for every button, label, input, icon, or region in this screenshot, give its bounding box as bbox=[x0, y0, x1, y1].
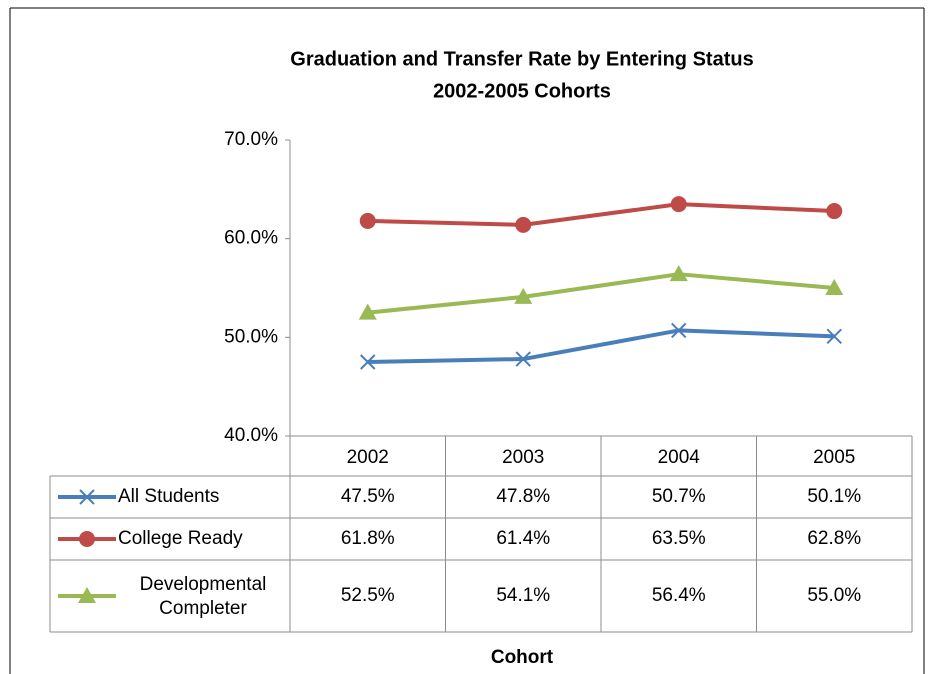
series-line bbox=[367, 328, 835, 364]
data-label: 63.5% bbox=[652, 528, 706, 549]
marker bbox=[79, 489, 95, 505]
marker bbox=[826, 203, 843, 220]
legend-label: Developmental Completer bbox=[116, 562, 290, 632]
marker bbox=[515, 351, 531, 367]
data-label: 52.5% bbox=[341, 585, 395, 606]
data-label: 50.1% bbox=[807, 486, 861, 507]
x-tick-label: 2003 bbox=[502, 447, 544, 468]
marker bbox=[670, 196, 687, 213]
data-label: 47.5% bbox=[341, 486, 395, 507]
marker bbox=[360, 354, 376, 370]
chart-title: Graduation and Transfer Rate by Entering… bbox=[290, 48, 753, 70]
marker bbox=[79, 531, 95, 547]
x-tick-label: 2004 bbox=[658, 447, 701, 468]
marker bbox=[671, 322, 687, 339]
legend-label: All Students bbox=[118, 486, 219, 507]
marker bbox=[358, 303, 377, 320]
legend-label-box: Developmental Completer bbox=[116, 562, 290, 632]
data-label: 55.0% bbox=[807, 585, 861, 606]
x-tick-label: 2002 bbox=[347, 447, 389, 468]
marker bbox=[826, 328, 842, 345]
marker bbox=[515, 216, 532, 233]
data-label: 56.4% bbox=[652, 585, 706, 606]
data-label: 50.7% bbox=[652, 486, 706, 507]
x-tick-label: 2005 bbox=[813, 447, 855, 468]
y-tick-label: 60.0% bbox=[224, 228, 278, 249]
series-line bbox=[367, 272, 835, 315]
chart-subtitle: 2002-2005 Cohorts bbox=[433, 80, 611, 102]
marker bbox=[78, 587, 96, 603]
data-label: 54.1% bbox=[496, 585, 550, 606]
data-label: 61.4% bbox=[496, 528, 550, 549]
series-line bbox=[367, 202, 835, 227]
y-tick-label: 70.0% bbox=[224, 129, 278, 150]
marker bbox=[359, 212, 376, 229]
data-label: 62.8% bbox=[807, 528, 861, 549]
data-label: 47.8% bbox=[496, 486, 550, 507]
legend-text: Developmental Completer bbox=[139, 574, 267, 619]
y-tick-label: 40.0% bbox=[224, 425, 278, 446]
legend-label: College Ready bbox=[118, 528, 243, 549]
marker bbox=[514, 287, 533, 304]
marker bbox=[669, 265, 688, 282]
y-tick-label: 50.0% bbox=[224, 326, 278, 347]
x-axis-label: Cohort bbox=[491, 647, 554, 668]
marker bbox=[825, 279, 844, 295]
data-label: 61.8% bbox=[341, 528, 395, 549]
